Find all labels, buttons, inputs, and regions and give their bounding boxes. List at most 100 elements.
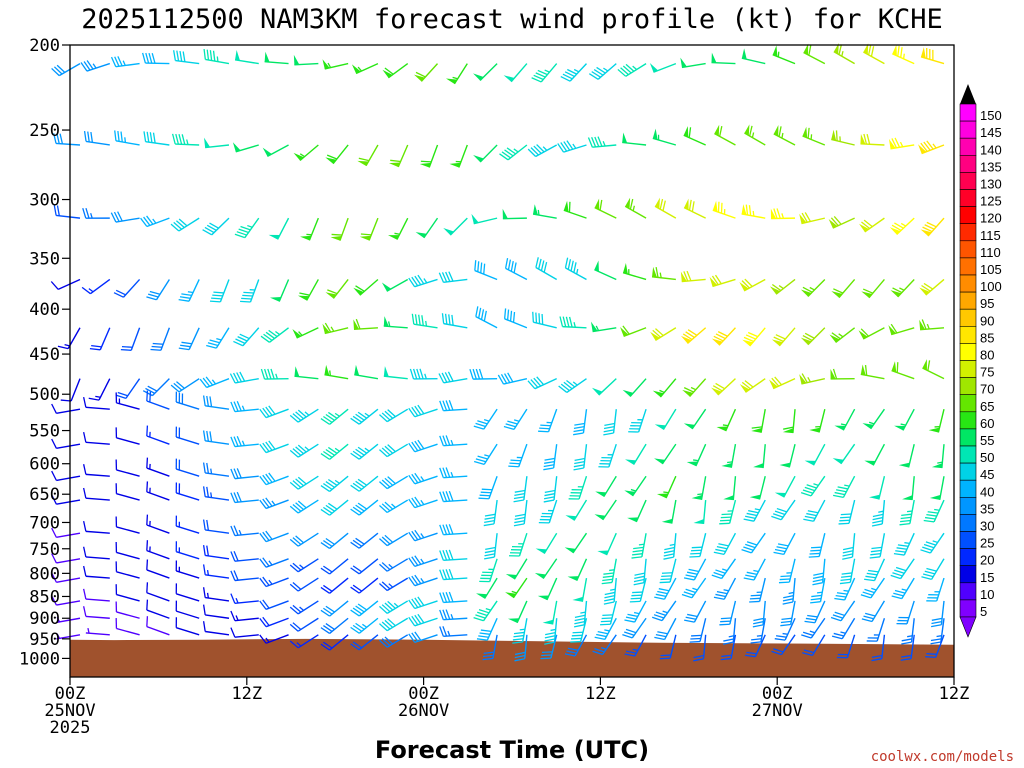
- wind-barb: [535, 532, 558, 555]
- barb-flag: [350, 452, 360, 460]
- barb-flag: [233, 468, 239, 479]
- barb-flag: [566, 140, 574, 150]
- barb-flag: [89, 347, 101, 351]
- barb-staff: [818, 409, 826, 433]
- wind-barb: [51, 527, 81, 539]
- barb-flag: [379, 414, 388, 423]
- barb-half-flag: [697, 493, 703, 496]
- barb-flag: [473, 425, 484, 430]
- barb-staff: [493, 499, 498, 524]
- barb-staff: [160, 327, 171, 351]
- y-tick-label: 1000: [19, 649, 60, 669]
- barb-staff: [483, 408, 498, 430]
- credit-link[interactable]: coolwx.com/models: [871, 749, 1014, 765]
- wind-barb: [649, 62, 677, 73]
- wind-barb: [720, 634, 737, 661]
- wind-barb: [772, 45, 796, 65]
- barb-flag: [741, 548, 752, 554]
- barb-flag: [772, 513, 784, 518]
- wind-barb: [408, 555, 438, 568]
- barb-pennant: [503, 75, 515, 82]
- barb-flag: [538, 258, 542, 270]
- y-tick-label: 800: [29, 564, 60, 584]
- barb-flag: [564, 653, 576, 657]
- barb-flag: [439, 592, 444, 603]
- barb-flag: [408, 633, 416, 643]
- barb-flag: [411, 556, 419, 566]
- barb-pennant: [898, 462, 910, 468]
- colorbar-label: 80: [980, 348, 994, 363]
- barb-pennant: [476, 593, 488, 599]
- barb-flag: [181, 134, 186, 145]
- wind-barb: [743, 499, 766, 522]
- barb-flag: [323, 565, 333, 573]
- barb-staff: [85, 556, 110, 560]
- barb-half-flag: [122, 60, 126, 66]
- wind-barb: [558, 378, 587, 394]
- barb-half-flag: [420, 499, 425, 505]
- wind-barb: [594, 617, 617, 641]
- barb-half-flag: [638, 543, 645, 546]
- barb-staff: [234, 499, 259, 504]
- barb-staff: [612, 409, 617, 434]
- barb-flag: [390, 159, 401, 163]
- barb-half-flag: [751, 132, 755, 138]
- barb-flag: [259, 577, 267, 587]
- wind-barb: [51, 470, 81, 482]
- barb-flag: [480, 309, 485, 320]
- barb-staff: [532, 213, 557, 219]
- barb-staff: [339, 217, 349, 241]
- barb-pennant: [753, 463, 764, 469]
- barb-flag: [53, 66, 63, 75]
- barb-staff: [443, 499, 468, 503]
- barb-flag: [573, 262, 577, 273]
- barb-flag: [51, 572, 57, 583]
- barb-flag: [744, 278, 753, 287]
- wind-barb: [654, 443, 677, 465]
- wind-barb: [320, 443, 349, 460]
- barb-staff: [523, 499, 528, 524]
- barb-flag: [171, 133, 176, 145]
- barb-flag: [411, 441, 419, 452]
- barb-flag: [152, 132, 156, 144]
- barb-staff: [772, 54, 796, 65]
- barb-flag: [804, 515, 816, 520]
- barb-flag: [871, 658, 882, 662]
- wind-barb: [770, 208, 796, 220]
- barb-flag: [442, 400, 448, 411]
- wind-barb: [325, 144, 349, 165]
- barb-flag: [243, 291, 254, 294]
- barb-flag: [560, 142, 568, 152]
- barb-staff: [205, 144, 230, 149]
- barb-pennant: [652, 266, 657, 278]
- barb-flag: [891, 224, 902, 231]
- wind-barb: [537, 577, 558, 601]
- wind-barb: [782, 409, 796, 434]
- barb-flag: [500, 373, 508, 384]
- x-tick-label: 00Z: [762, 684, 793, 704]
- barb-flag: [259, 558, 267, 568]
- barb-staff: [265, 408, 289, 419]
- barb-flag: [624, 631, 635, 636]
- barb-staff: [443, 577, 468, 581]
- barb-flag: [713, 551, 725, 555]
- barb-staff: [479, 63, 498, 82]
- barb-half-flag: [728, 635, 735, 638]
- wind-barb: [115, 392, 140, 410]
- barb-half-flag: [840, 423, 847, 426]
- wind-barb: [683, 198, 706, 219]
- barb-staff: [85, 473, 110, 477]
- barb-staff: [205, 614, 230, 619]
- barb-flag: [566, 379, 576, 388]
- wind-barb: [504, 257, 528, 281]
- barb-staff: [601, 634, 617, 655]
- barb-staff: [56, 499, 81, 505]
- barb-flag: [209, 222, 219, 229]
- barb-flag: [920, 549, 931, 554]
- wind-barb: [656, 475, 677, 499]
- barb-flag: [833, 494, 844, 499]
- wind-barb: [573, 600, 588, 628]
- wind-barb: [82, 208, 110, 219]
- barb-flag: [268, 329, 278, 338]
